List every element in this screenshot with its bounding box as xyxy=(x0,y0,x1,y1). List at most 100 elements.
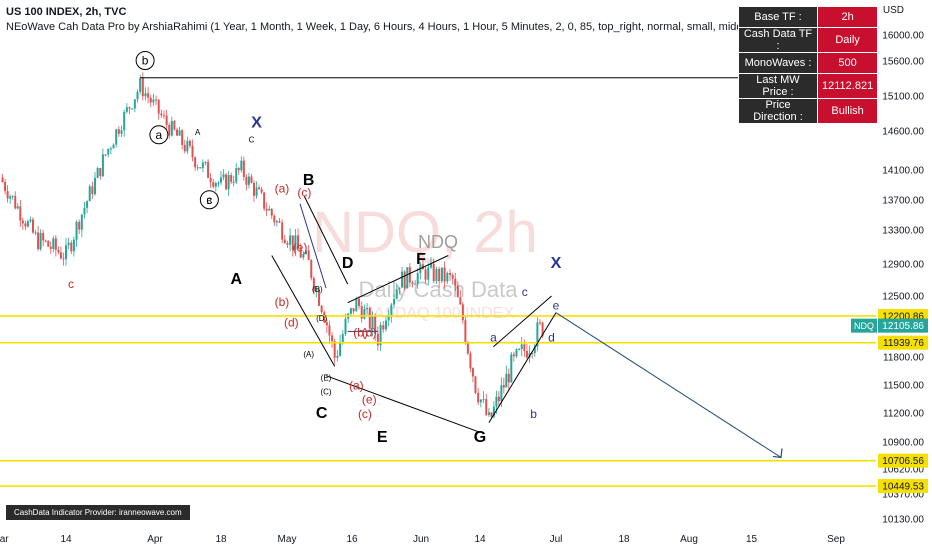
candle-body xyxy=(515,349,518,357)
candle-body xyxy=(165,115,168,126)
candle-body xyxy=(75,221,78,240)
y-tick-label: 13700.00 xyxy=(882,196,924,207)
candle-body xyxy=(152,99,155,103)
candle-body xyxy=(384,320,387,330)
candle-body xyxy=(107,148,110,155)
candle-body xyxy=(247,176,250,185)
candle-body xyxy=(289,235,292,245)
candle-body xyxy=(149,97,152,103)
candle-body xyxy=(302,254,305,258)
candle-body xyxy=(9,196,12,199)
info-value: Bullish xyxy=(818,99,878,123)
undefined xyxy=(488,312,557,423)
candle-body xyxy=(199,167,202,169)
candle-body xyxy=(427,267,430,280)
candle-body xyxy=(139,78,142,92)
wave-label: (e) xyxy=(293,240,308,254)
candle-body xyxy=(328,325,331,336)
candle-body xyxy=(291,235,294,251)
y-tick-label: 10900.00 xyxy=(882,438,924,449)
candle-body xyxy=(299,248,302,258)
candle-body xyxy=(401,271,404,288)
candle-body xyxy=(438,269,441,282)
candle-body xyxy=(454,278,457,286)
candle-body xyxy=(214,183,217,187)
candle-layer xyxy=(1,72,544,419)
current-price-text: 12105.86 xyxy=(882,321,924,332)
candle-body xyxy=(341,334,344,343)
wave-label-layer: bacABCXc(a)(b)(d)(e)(c)(B)(D)(A)(E)(C)(b… xyxy=(68,51,562,446)
candle-body xyxy=(59,252,62,259)
pattern-line-layer xyxy=(140,77,836,459)
x-tick-label: May xyxy=(278,534,297,545)
candle-body xyxy=(188,140,191,146)
current-price-tag xyxy=(878,318,928,333)
wave-label: C xyxy=(249,136,255,145)
candle-body xyxy=(162,115,165,117)
candle-body xyxy=(305,250,308,255)
x-tick-label: 14 xyxy=(60,534,72,545)
candle-body xyxy=(183,144,186,152)
candle-body xyxy=(101,154,104,177)
candle-body xyxy=(37,232,40,250)
candle-body xyxy=(320,305,323,313)
candle-body xyxy=(474,376,477,393)
wave-label: B xyxy=(303,172,315,189)
candle-body xyxy=(482,399,485,401)
provider-label: CashData Indicator Provider: iranneowave… xyxy=(6,505,190,520)
wave-label: a xyxy=(490,331,497,345)
candle-body xyxy=(520,344,523,350)
candle-body xyxy=(416,273,419,284)
candle-body xyxy=(507,373,510,383)
candle-body xyxy=(270,209,273,216)
price-level-tag-text: 12200.86 xyxy=(882,311,924,322)
candle-body xyxy=(16,206,19,209)
candle-body xyxy=(366,307,369,310)
candle-body xyxy=(104,154,107,156)
candle-body xyxy=(83,207,86,215)
wave-label: a xyxy=(156,128,163,142)
candle-body xyxy=(54,238,57,250)
candle-body xyxy=(125,107,128,112)
wave-label: b xyxy=(142,54,149,68)
candle-body xyxy=(217,182,220,184)
candle-body xyxy=(160,113,163,116)
candle-body xyxy=(268,209,271,211)
candle-body xyxy=(131,108,134,110)
candle-body xyxy=(538,322,541,324)
candle-body xyxy=(42,232,45,241)
candle-body xyxy=(173,120,176,130)
candle-body xyxy=(294,235,297,251)
candle-body xyxy=(307,250,310,260)
y-tick-label: 10370.00 xyxy=(882,490,924,501)
x-tick-label: Jun xyxy=(413,534,429,545)
price-level-tag xyxy=(878,453,928,468)
info-value: Daily xyxy=(818,28,878,52)
candle-body xyxy=(429,263,432,268)
wave-label: (d) xyxy=(284,315,299,329)
info-row-direction: Price Direction : Bullish xyxy=(739,99,878,123)
candle-body xyxy=(250,176,253,183)
wave-label: (d) xyxy=(362,326,377,340)
candle-body xyxy=(387,314,390,321)
wave-label-circle xyxy=(199,190,219,210)
candle-body xyxy=(505,373,508,388)
y-tick-label: 11800.00 xyxy=(883,353,924,364)
x-tick-label: 16 xyxy=(346,534,358,545)
candle-body xyxy=(464,320,467,343)
candle-body xyxy=(94,177,97,195)
candle-body xyxy=(201,162,204,169)
candle-body xyxy=(479,399,482,403)
candle-body xyxy=(70,242,73,252)
x-tick-label: Apr xyxy=(147,534,163,545)
candle-body xyxy=(318,289,321,306)
wave-label: (c) xyxy=(358,407,372,421)
y-tick-label: 11200.00 xyxy=(883,409,924,420)
candle-body xyxy=(176,129,178,136)
candle-body xyxy=(209,177,212,183)
current-symbol-tag xyxy=(851,318,877,333)
candle-body xyxy=(363,309,366,319)
candle-body xyxy=(6,191,9,199)
wave-label: A xyxy=(195,128,201,137)
candle-body xyxy=(19,206,22,221)
